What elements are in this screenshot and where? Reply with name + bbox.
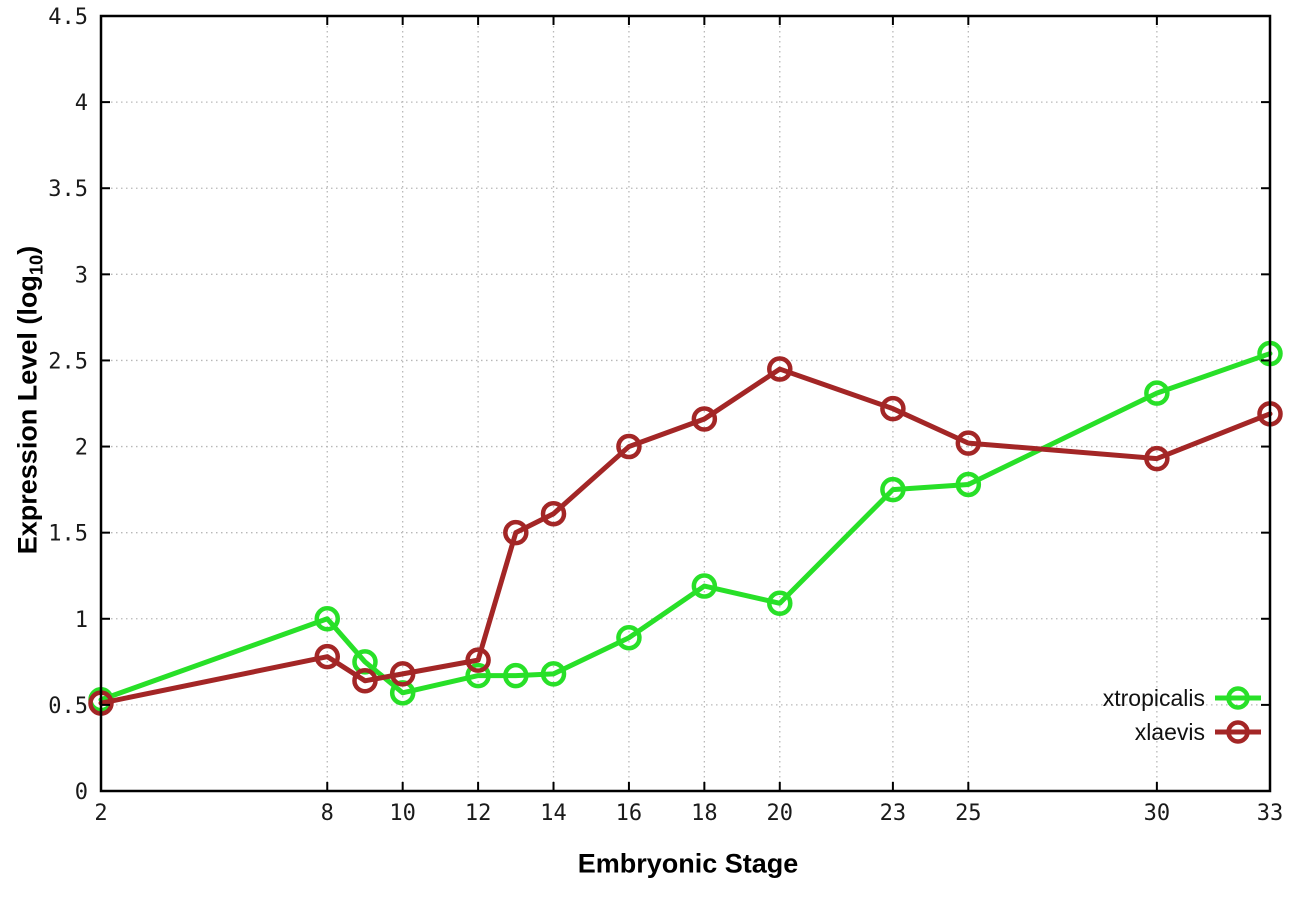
x-tick-label: 30 — [1144, 801, 1171, 826]
data-point-xlaevis — [880, 395, 906, 422]
series-line-xtropicalis — [98, 351, 1273, 703]
data-point-xtropicalis — [1144, 380, 1170, 406]
legend-label-xtropicalis: xtropicalis — [1102, 684, 1205, 711]
y-tick-label: 3 — [75, 263, 88, 288]
data-point-xlaevis — [540, 500, 567, 527]
y-tick-label: 1 — [75, 608, 88, 633]
data-point-xtropicalis — [955, 471, 982, 498]
y-tick-label: 1.5 — [48, 522, 88, 547]
x-tick-label: 10 — [389, 801, 416, 826]
data-point-xtropicalis — [616, 624, 642, 651]
series-line-xlaevis — [98, 366, 1273, 706]
legend-marker-xtropicalis-icon — [1215, 686, 1261, 710]
x-axis-title: Embryonic Stage — [577, 848, 799, 879]
data-point-xtropicalis — [503, 662, 529, 689]
y-tick-label: 2 — [75, 436, 88, 461]
legend-label-xlaevis: xlaevis — [1134, 718, 1205, 745]
data-point-xtropicalis — [691, 573, 718, 599]
x-tick-label: 8 — [321, 801, 334, 826]
data-point-xlaevis — [352, 668, 378, 694]
data-point-xlaevis — [503, 519, 529, 546]
x-tick-label: 12 — [465, 801, 492, 826]
y-tick-label: 4 — [75, 91, 88, 116]
y-axis-title: Expression Level (log10) — [12, 246, 47, 555]
data-point-xlaevis — [616, 433, 642, 460]
y-tick-label: 0 — [75, 780, 88, 805]
data-point-xlaevis — [465, 647, 491, 673]
x-tick-label: 16 — [616, 801, 643, 826]
y-axis-title-suffix: ) — [12, 245, 43, 255]
data-point-xlaevis — [955, 430, 982, 456]
data-point-xlaevis — [314, 643, 341, 670]
x-tick-label: 14 — [540, 801, 567, 826]
data-point-xtropicalis — [767, 590, 793, 617]
y-tick-label: 0.5 — [48, 694, 88, 719]
data-point-xlaevis — [1144, 445, 1170, 472]
y-axis-title-subscript: 10 — [25, 254, 47, 276]
data-point-xtropicalis — [880, 476, 906, 503]
x-tick-label: 2 — [94, 801, 107, 826]
x-tick-label: 20 — [767, 801, 794, 826]
data-point-xlaevis — [389, 661, 416, 687]
data-point-xtropicalis — [540, 661, 567, 687]
data-point-xlaevis — [691, 406, 718, 432]
data-point-xtropicalis — [314, 606, 341, 632]
legend-marker-xlaevis-icon — [1215, 720, 1261, 744]
x-tick-label: 23 — [880, 801, 907, 826]
x-tick-label: 25 — [955, 801, 982, 826]
x-tick-label: 18 — [691, 801, 718, 826]
data-point-xtropicalis — [465, 662, 491, 689]
y-axis-title-text: Expression Level (log — [12, 275, 43, 555]
legend-row-xlaevis: xlaevis — [1103, 715, 1262, 749]
plot-border — [99, 14, 1272, 793]
x-tick-label: 33 — [1257, 801, 1284, 826]
legend: xtropicalis xlaevis — [1103, 681, 1262, 749]
y-tick-label: 3.5 — [48, 177, 88, 202]
y-tick-label: 2.5 — [48, 349, 88, 374]
data-point-xlaevis — [767, 356, 793, 382]
legend-row-xtropicalis: xtropicalis — [1103, 681, 1262, 715]
y-tick-label: 4.5 — [48, 5, 88, 30]
